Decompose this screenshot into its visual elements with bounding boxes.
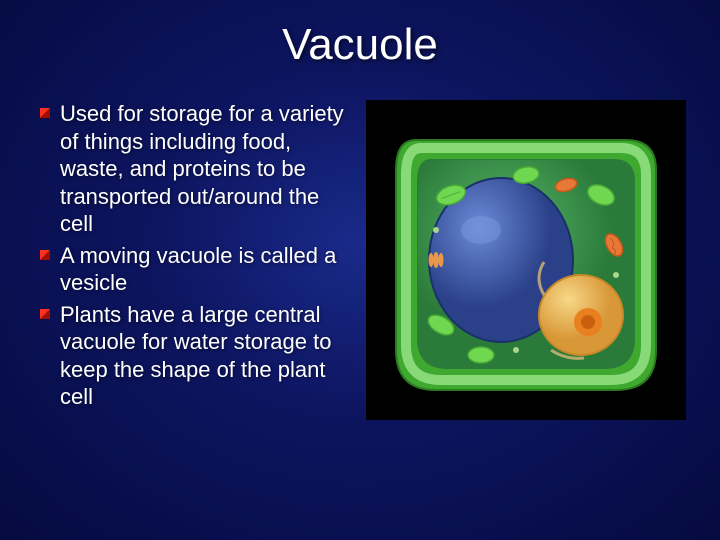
cell-svg-icon (366, 100, 686, 420)
content-row: Used for storage for a variety of things… (40, 100, 680, 420)
bullet-list: Used for storage for a variety of things… (40, 100, 350, 420)
bullet-item: Plants have a large central vacuole for … (40, 301, 350, 411)
slide-container: Vacuole Used for storage for a variety o… (0, 0, 720, 540)
slide-title: Vacuole (40, 20, 680, 70)
bullet-item: A moving vacuole is called a vesicle (40, 242, 350, 297)
plant-cell-diagram (366, 100, 686, 420)
bullet-item: Used for storage for a variety of things… (40, 100, 350, 238)
